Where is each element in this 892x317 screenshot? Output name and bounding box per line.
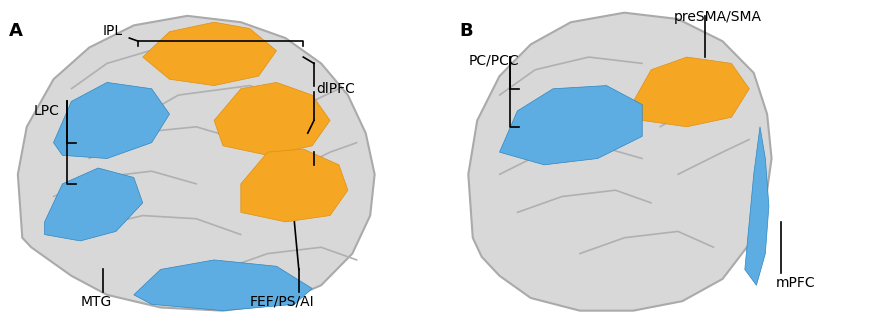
- Text: A: A: [9, 22, 23, 40]
- Text: FEF/PS/AI: FEF/PS/AI: [250, 295, 314, 309]
- Polygon shape: [468, 13, 772, 311]
- Text: MTG: MTG: [80, 295, 112, 309]
- Polygon shape: [45, 168, 143, 241]
- Polygon shape: [745, 127, 769, 285]
- Polygon shape: [54, 82, 169, 158]
- Text: IPL: IPL: [103, 24, 123, 38]
- Text: preSMA/SMA: preSMA/SMA: [673, 10, 762, 23]
- Polygon shape: [500, 86, 642, 165]
- Text: mPFC: mPFC: [776, 276, 815, 290]
- Text: dlPFC: dlPFC: [317, 82, 356, 96]
- Text: B: B: [459, 22, 473, 40]
- Polygon shape: [241, 149, 348, 222]
- Polygon shape: [214, 82, 330, 155]
- Polygon shape: [143, 22, 277, 86]
- Polygon shape: [18, 16, 375, 311]
- Polygon shape: [134, 260, 312, 311]
- Polygon shape: [633, 57, 749, 127]
- Text: PC/PCC: PC/PCC: [468, 54, 519, 68]
- Text: LPC: LPC: [34, 104, 60, 118]
